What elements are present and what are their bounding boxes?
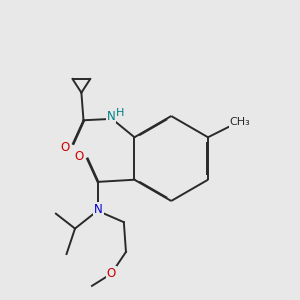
Text: O: O bbox=[61, 141, 70, 154]
Text: O: O bbox=[106, 267, 116, 280]
Text: N: N bbox=[107, 110, 116, 122]
Text: H: H bbox=[116, 108, 124, 118]
Text: N: N bbox=[94, 203, 103, 216]
Text: CH₃: CH₃ bbox=[230, 117, 250, 128]
Text: O: O bbox=[75, 150, 84, 163]
